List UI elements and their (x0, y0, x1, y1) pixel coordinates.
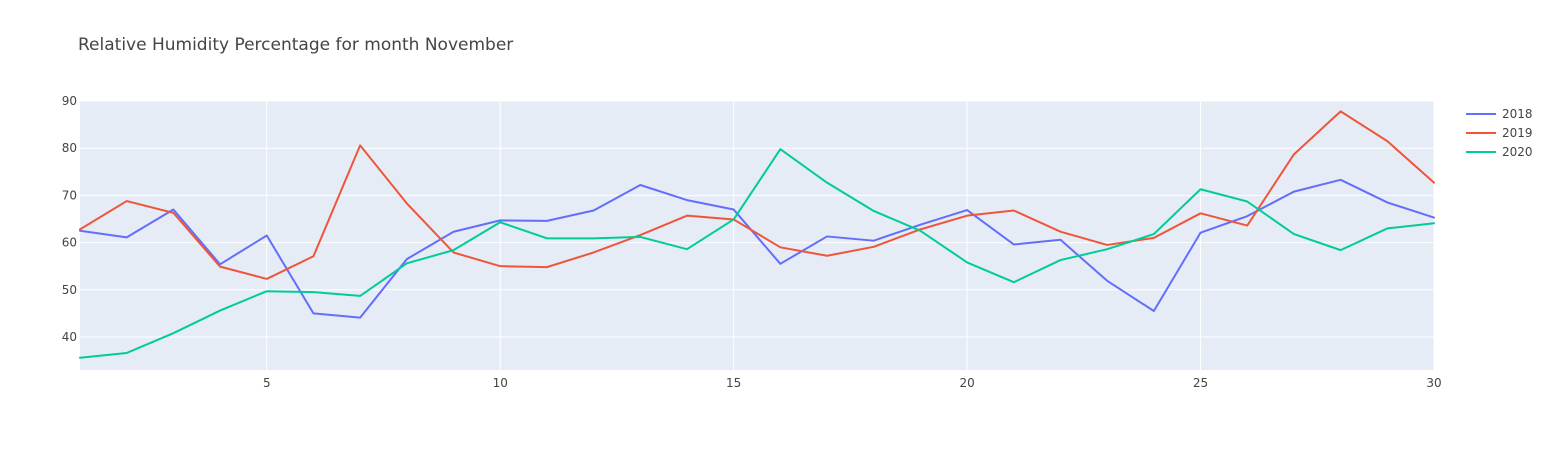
series-lines (79, 110, 1435, 359)
x-tick-label: 25 (1193, 376, 1208, 390)
x-tick-label: 15 (726, 376, 741, 390)
y-gridlines (80, 100, 1434, 338)
legend-label: 2020 (1502, 145, 1533, 159)
x-gridlines (266, 101, 1435, 370)
x-tick-label: 20 (959, 376, 974, 390)
y-tick-label: 60 (62, 236, 77, 250)
legend-label: 2018 (1502, 107, 1533, 121)
legend[interactable]: 2018 2019 2020 (1466, 107, 1533, 159)
x-tick-label: 10 (493, 376, 508, 390)
series-line-2018 (79, 178, 1435, 319)
x-tick-label: 5 (263, 376, 271, 390)
chart-title: Relative Humidity Percentage for month N… (78, 35, 513, 55)
y-tick-label: 90 (62, 94, 77, 108)
y-axis-ticks: 40 50 60 70 80 90 (62, 94, 77, 344)
series-line-2019 (79, 110, 1435, 280)
legend-item-2018[interactable]: 2018 (1466, 107, 1533, 121)
y-tick-label: 50 (62, 283, 77, 297)
x-tick-label: 30 (1426, 376, 1441, 390)
legend-label: 2019 (1502, 126, 1533, 140)
series-line-2020 (79, 148, 1435, 359)
legend-item-2020[interactable]: 2020 (1466, 145, 1533, 159)
x-axis-ticks: 5 10 15 20 25 30 (263, 376, 1442, 390)
y-tick-label: 40 (62, 330, 77, 344)
y-tick-label: 80 (62, 141, 77, 155)
legend-item-2019[interactable]: 2019 (1466, 126, 1533, 140)
y-tick-label: 70 (62, 188, 77, 202)
